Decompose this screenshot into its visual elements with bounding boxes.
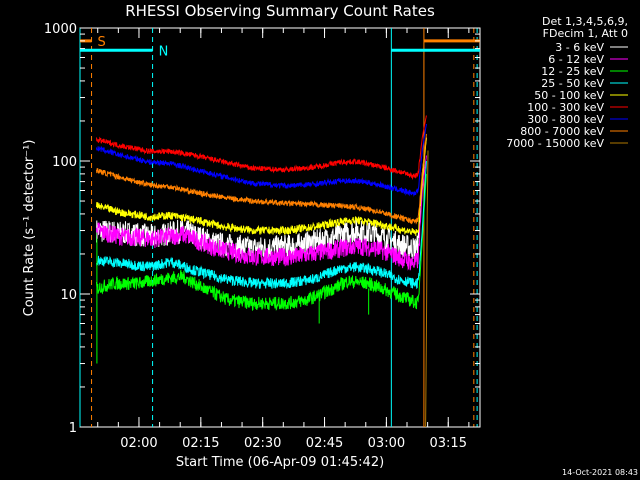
series-line-6 xyxy=(96,123,427,197)
interval-bars xyxy=(391,39,480,52)
legend: Det 1,3,4,5,6,9,FDecim 1, Att 03 - 6 keV… xyxy=(506,15,628,150)
series-line-4 xyxy=(96,137,427,236)
legend-entry-label: 6 - 12 keV xyxy=(548,53,604,66)
legend-entry-label: 7000 - 15000 keV xyxy=(506,137,604,150)
series-line-5 xyxy=(96,115,427,181)
y-tick-label: 1 xyxy=(69,421,77,436)
y-axis-label: Count Rate (s⁻¹ detector⁻¹) xyxy=(22,140,37,317)
x-tick-label: 03:15 xyxy=(430,436,467,451)
series-line-3 xyxy=(96,160,427,290)
legend-entry-label: 300 - 800 keV xyxy=(527,113,604,126)
x-axis-ticks: 02:00 02:15 02:30 02:45 03:00 03:15 xyxy=(97,28,470,451)
x-tick-label: 03:00 xyxy=(368,436,405,451)
generation-timestamp: 14-Oct-2021 08:43 xyxy=(562,468,638,477)
series-line-7 xyxy=(96,133,427,225)
series-lines xyxy=(96,115,429,428)
series-line-2 xyxy=(96,173,427,312)
legend-entry-label: 50 - 100 keV xyxy=(534,89,604,102)
annotation-label: S xyxy=(98,35,106,50)
y-axis-ticks: 1 10 100 1000 xyxy=(44,22,480,436)
vertical-markers xyxy=(79,28,478,427)
legend-entry-label: 12 - 25 keV xyxy=(541,65,604,78)
y-tick-label: 10 xyxy=(60,288,77,303)
x-tick-label: 02:30 xyxy=(244,436,281,451)
legend-header: FDecim 1, Att 0 xyxy=(543,27,628,40)
legend-entry-label: 100 - 300 keV xyxy=(527,101,604,114)
x-axis-label: Start Time (06-Apr-09 01:45:42) xyxy=(176,455,384,470)
legend-entry-label: 3 - 6 keV xyxy=(555,41,604,54)
legend-header: Det 1,3,4,5,6,9, xyxy=(542,15,628,28)
x-tick-label: 02:45 xyxy=(306,436,343,451)
series-line-1 xyxy=(96,155,427,271)
legend-entry-label: 800 - 7000 keV xyxy=(520,125,604,138)
x-tick-label: 02:15 xyxy=(182,436,219,451)
annotations: SN xyxy=(80,35,168,59)
series-line-8 xyxy=(425,150,429,428)
annotation-label: N xyxy=(159,44,169,59)
x-tick-label: 02:00 xyxy=(120,436,157,451)
legend-entry-label: 25 - 50 keV xyxy=(541,77,604,90)
chart-title: RHESSI Observing Summary Count Rates xyxy=(125,2,435,20)
y-tick-label: 100 xyxy=(52,155,77,170)
y-tick-label: 1000 xyxy=(44,22,77,37)
